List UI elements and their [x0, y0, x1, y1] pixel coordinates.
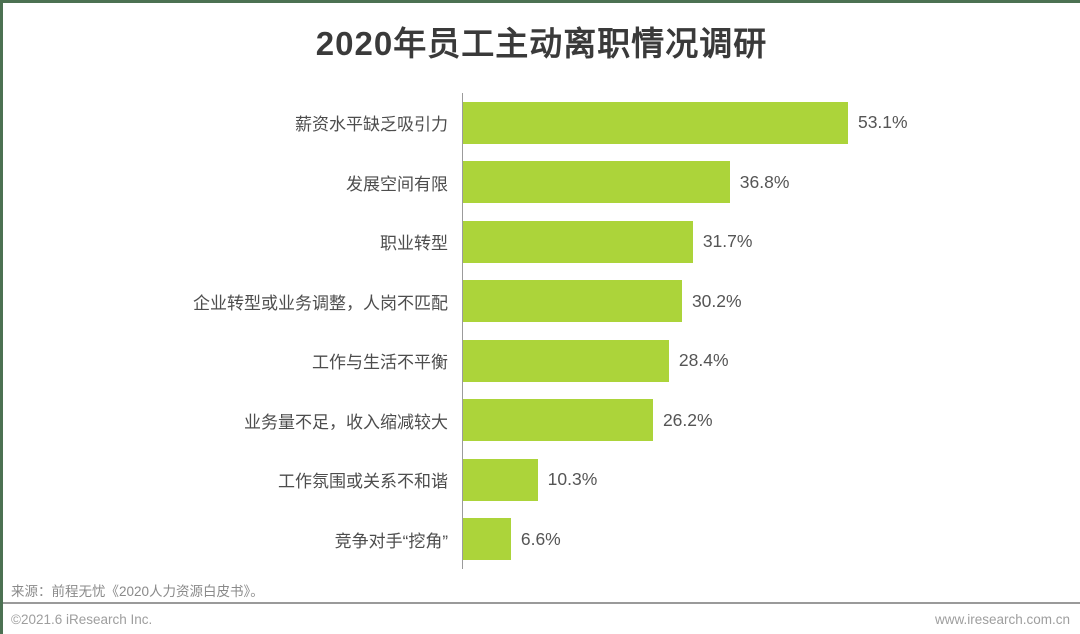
chart-row: 工作与生活不平衡 28.4%	[3, 331, 1080, 391]
bar	[463, 458, 538, 501]
bar-track: 36.8%	[462, 152, 1080, 212]
bar-track: 30.2%	[462, 271, 1080, 331]
category-label: 职业转型	[380, 234, 448, 254]
bar-track: 53.1%	[462, 93, 1080, 153]
bar	[463, 399, 653, 442]
value-label: 28.4%	[678, 350, 729, 371]
chart-row: 企业转型或业务调整，人岗不匹配 30.2%	[3, 271, 1080, 331]
chart-row: 工作氛围或关系不和谐 10.3%	[3, 450, 1080, 510]
chart-row: 竞争对手“挖角” 6.6%	[3, 509, 1080, 569]
chart-row: 薪资水平缺乏吸引力 53.1%	[3, 93, 1080, 153]
chart-row: 发展空间有限 36.8%	[3, 152, 1080, 212]
bar-track: 26.2%	[462, 390, 1080, 450]
category-label: 业务量不足，收入缩减较大	[244, 412, 448, 432]
source-note: 来源：前程无忧《2020人力资源白皮书》。	[11, 584, 264, 599]
category-label: 工作与生活不平衡	[312, 353, 448, 373]
bar-track: 31.7%	[462, 212, 1080, 272]
copyright-text: ©2021.6 iResearch Inc.	[11, 612, 153, 627]
category-label: 薪资水平缺乏吸引力	[295, 115, 448, 135]
chart-row: 业务量不足，收入缩减较大 26.2%	[3, 390, 1080, 450]
bar	[463, 220, 693, 263]
bar-chart: 薪资水平缺乏吸引力 53.1% 发展空间有限 36.8% 职业转型 31.7% 企业转型或业…	[3, 93, 1080, 569]
chart-row: 职业转型 31.7%	[3, 212, 1080, 272]
category-label: 工作氛围或关系不和谐	[278, 472, 448, 492]
value-label: 10.3%	[547, 469, 598, 490]
category-label: 发展空间有限	[346, 174, 448, 194]
category-label: 竞争对手“挖角”	[334, 531, 448, 551]
bar-track: 10.3%	[462, 450, 1080, 510]
category-label: 企业转型或业务调整，人岗不匹配	[193, 293, 448, 313]
value-label: 30.2%	[691, 290, 742, 311]
value-label: 36.8%	[739, 171, 790, 192]
bar	[463, 101, 848, 144]
website-text: www.iresearch.com.cn	[934, 612, 1070, 627]
value-label: 53.1%	[857, 112, 908, 133]
bar	[463, 518, 511, 561]
value-label: 6.6%	[520, 528, 561, 549]
bar-track: 28.4%	[462, 331, 1080, 391]
bar	[463, 161, 730, 204]
footer-divider	[3, 602, 1080, 604]
bar	[463, 280, 682, 323]
chart-title: 2020年员工主动离职情况调研	[315, 25, 768, 62]
bar-track: 6.6%	[462, 509, 1080, 569]
value-label: 26.2%	[662, 409, 713, 430]
value-label: 31.7%	[702, 231, 753, 252]
bar	[463, 339, 669, 382]
